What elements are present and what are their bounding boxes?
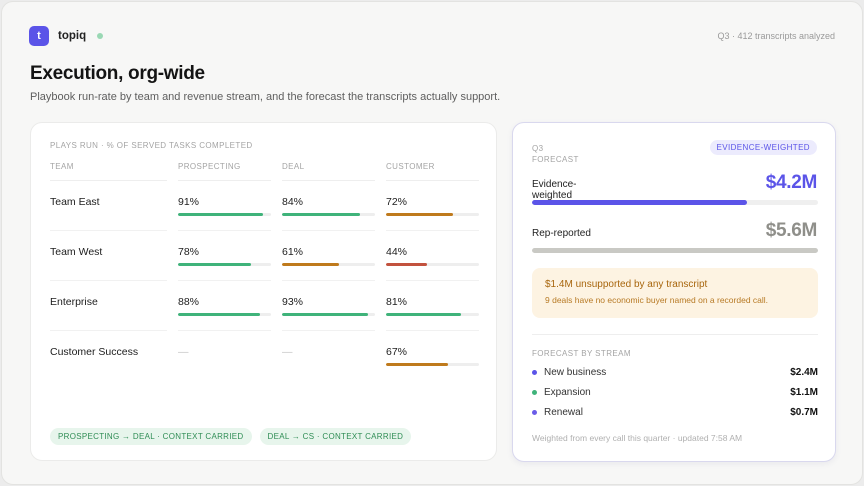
alert-subtitle: 9 deals have no economic buyer named on … [545, 295, 769, 305]
rate-value: 67% [386, 346, 408, 358]
rep-reported-bar [532, 248, 818, 253]
table-header: TEAM PROSPECTING DEAL CUSTOMER [50, 161, 479, 181]
rate-value: 72% [386, 196, 408, 208]
rate-value: 61% [282, 246, 304, 258]
rate-bar-fill [386, 263, 427, 266]
evidence-weighted-label: Evidence-weighted [532, 179, 577, 201]
stream-name: New business [544, 367, 607, 378]
table-row[interactable]: Team East 91% 84% 72% [50, 181, 479, 231]
column-header-prospecting[interactable]: PROSPECTING [178, 161, 271, 181]
plays-table: TEAM PROSPECTING DEAL CUSTOMER Team East… [50, 161, 479, 381]
rate-bar [178, 213, 271, 216]
rate-value: — [282, 346, 293, 358]
evidence-weighted-bar [532, 200, 818, 205]
rate-bar-fill [178, 213, 263, 216]
table-row[interactable]: Team West 78% 61% 44% [50, 231, 479, 281]
evidence-weighted-bar-fill [532, 200, 747, 205]
forecast-footnote: Weighted from every call this quarter · … [532, 433, 743, 443]
stream-name: Expansion [544, 387, 591, 398]
rate-bar [282, 263, 375, 266]
team-name: Team West [50, 246, 103, 258]
page-title: Execution, org-wide [30, 63, 205, 84]
rate-bar-fill [282, 313, 369, 316]
rate-bar [178, 313, 271, 316]
stream-value: $1.1M [790, 387, 818, 398]
plays-label: PLAYS RUN · % OF SERVED TASKS COMPLETED [50, 141, 253, 150]
stream-value: $2.4M [790, 367, 818, 378]
rate-bar-fill [386, 313, 462, 316]
divider [532, 334, 818, 335]
app-logo: t [29, 26, 49, 46]
column-header-customer[interactable]: CUSTOMER [386, 161, 479, 181]
rate-bar [282, 213, 375, 216]
rate-bar-fill [386, 363, 449, 366]
app-name: topiq [58, 30, 87, 42]
rate-bar [386, 363, 479, 366]
status-dot-icon [97, 33, 104, 39]
team-name: Customer Success [50, 346, 139, 358]
handoff-chip[interactable]: PROSPECTING → DEAL · CONTEXT CARRIED [50, 428, 252, 445]
stream-name: Renewal [544, 407, 583, 418]
rate-value: 93% [282, 296, 304, 308]
forecast-label-title: FORECAST [532, 155, 579, 164]
plays-card: PLAYS RUN · % OF SERVED TASKS COMPLETED … [30, 122, 497, 461]
rate-bar-fill [282, 213, 361, 216]
forecast-label-quarter: Q3 [532, 144, 544, 153]
stream-row[interactable]: Expansion $1.1M [532, 387, 818, 398]
team-name: Team East [50, 196, 100, 208]
rate-bar [178, 263, 271, 266]
handoff-chips: PROSPECTING → DEAL · CONTEXT CARRIED DEA… [50, 428, 412, 445]
streams-label: FORECAST BY STREAM [532, 349, 631, 358]
table-row[interactable]: Customer Success — — 67% [50, 331, 479, 381]
forecast-card: Q3 FORECAST EVIDENCE-WEIGHTED Evidence-w… [512, 122, 836, 462]
unsupported-alert[interactable]: $1.4M unsupported by any transcript 9 de… [532, 268, 818, 318]
rate-bar [386, 263, 479, 266]
stream-row[interactable]: Renewal $0.7M [532, 407, 818, 418]
rate-value: 84% [282, 196, 304, 208]
stream-value: $0.7M [790, 407, 818, 418]
team-name: Enterprise [50, 296, 98, 308]
stream-row[interactable]: New business $2.4M [532, 367, 818, 378]
bullet-dot-icon [532, 370, 537, 375]
brand[interactable]: t topiq [29, 26, 104, 46]
rate-value: 44% [386, 246, 408, 258]
rate-value: 88% [178, 296, 200, 308]
forecast-label: Q3 FORECAST [532, 143, 579, 165]
rep-reported-label: Rep-reported [532, 228, 591, 239]
bullet-dot-icon [532, 410, 537, 415]
quarter-meta: Q3 · 412 transcripts analyzed [717, 31, 835, 41]
rate-bar-fill [386, 213, 453, 216]
rate-value: 78% [178, 246, 200, 258]
rep-reported-bar-fill [532, 248, 818, 253]
column-header-deal[interactable]: DEAL [282, 161, 375, 181]
handoff-chip[interactable]: DEAL → CS · CONTEXT CARRIED [259, 428, 412, 445]
rate-value: 81% [386, 296, 408, 308]
column-header-team[interactable]: TEAM [50, 161, 167, 181]
table-row[interactable]: Enterprise 88% 93% 81% [50, 281, 479, 331]
page-subtitle: Playbook run-rate by team and revenue st… [30, 91, 501, 103]
rate-bar [386, 313, 479, 316]
alert-title: $1.4M unsupported by any transcript [545, 279, 708, 290]
rate-value: 91% [178, 196, 200, 208]
rate-bar [282, 313, 375, 316]
bullet-dot-icon [532, 390, 537, 395]
evidence-weighted-badge: EVIDENCE-WEIGHTED [709, 140, 817, 155]
rate-value: — [178, 346, 189, 358]
rate-bar [386, 213, 479, 216]
rate-bar-fill [178, 313, 260, 316]
evidence-weighted-value: $4.2M [765, 172, 818, 193]
rate-bar-fill [178, 263, 251, 266]
rate-bar-fill [282, 263, 339, 266]
rep-reported-value: $5.6M [765, 220, 818, 241]
